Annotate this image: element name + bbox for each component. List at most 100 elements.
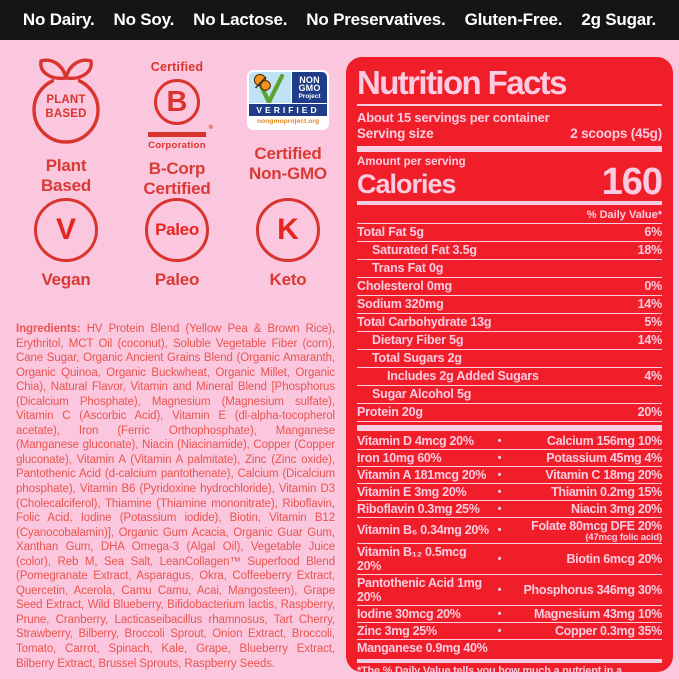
verified-text: VERIFIED — [249, 104, 327, 116]
nutrient-value: 18% — [637, 243, 663, 258]
nutrient-label: Total Fat 5g — [357, 225, 424, 240]
nutrient-label: Total Carbohydrate 13g — [357, 315, 492, 330]
bullet-separator: • — [497, 434, 502, 447]
paleo-icon: Paleo — [145, 198, 209, 262]
serving-size-value: 2 scoops (45g) — [570, 125, 662, 141]
thick-divider — [357, 145, 662, 152]
nutrient-row: Sodium 320mg 14% — [357, 296, 662, 314]
bullet-separator: • — [497, 607, 502, 620]
calories-label: Calories — [357, 168, 457, 199]
amount-per-serving: Amount per serving — [357, 155, 466, 168]
nutrient-value: 20% — [637, 405, 663, 420]
nutrient-label: Dietary Fiber 5g — [372, 333, 464, 348]
nutrient-label: Sodium 320mg — [357, 297, 444, 312]
nutrient-row: Trans Fat 0g — [357, 260, 662, 278]
micronutrient-row: Vitamin E 3mg 20% • Thiamin 0.2mg 15% — [357, 484, 662, 501]
micronutrient-row: Iodine 30mcg 20% • Magnesium 43mg 10% — [357, 606, 662, 623]
nutrient-row: Sugar Alcohol 5g — [357, 386, 662, 404]
bullet-separator: • — [497, 524, 502, 537]
b-corp-icon: Certified B ® Corporation — [148, 60, 213, 151]
micronutrient-row: Iron 10mg 60% • Potassium 45mg 4% — [357, 450, 662, 467]
serving-size-label: Serving size — [357, 125, 434, 141]
calories-value: 160 — [601, 160, 663, 203]
keto-label: Keto — [269, 270, 307, 289]
nutrient-row: Protein 20g 20% — [357, 404, 662, 422]
calories-row: Calories 160 — [357, 160, 663, 203]
non-gmo-url: nongmoproject.org — [249, 117, 327, 127]
micronutrient-row: Vitamin B₆ 0.34mg 20% • Folate 80mcg DFE 2… — [357, 518, 662, 544]
thick-divider — [357, 424, 662, 431]
plant-based-icon-text: PLANT BASED — [45, 94, 87, 120]
paleo-label: Paleo — [154, 270, 200, 289]
claim-no-soy: No Soy. — [113, 10, 175, 29]
claim-no-dairy: No Dairy. — [22, 10, 95, 29]
micronutrient-row: Riboflavin 0.3mg 25% • Niacin 3mg 20% — [357, 501, 662, 518]
badge-paleo: Paleo Paleo — [123, 198, 231, 290]
bullet-separator: • — [497, 468, 502, 481]
nutrient-row: Total Sugars 2g — [357, 350, 662, 368]
folate-subtext: (47mcg folic acid) — [585, 531, 662, 543]
nutrient-label: Protein 20g — [357, 405, 423, 420]
nutrient-row: Cholesterol 0mg 0% — [357, 278, 662, 296]
nutrition-facts-panel: Nutrition Facts About 15 servings per co… — [346, 57, 673, 672]
badge-non-gmo: NON GMO Project VERIFIED nongmoproject.o… — [234, 56, 342, 199]
nutrient-label: Sugar Alcohol 5g — [372, 387, 472, 402]
diet-badges-row: V Vegan Paleo Paleo K Keto — [12, 198, 342, 290]
micronutrient-row: Vitamin D 4mcg 20% • Calcium 156mg 10% — [357, 433, 662, 450]
nutrient-label: Trans Fat 0g — [372, 261, 444, 276]
nutrient-value: 5% — [644, 315, 662, 330]
badge-b-corp: Certified B ® Corporation B-Corp Certifi… — [123, 56, 231, 199]
vegan-icon: V — [34, 198, 98, 262]
divider — [357, 658, 662, 663]
servings-per-container: About 15 servings per container — [357, 109, 550, 125]
nutrient-row: Total Fat 5g 6% — [357, 224, 662, 242]
nutrient-value: 14% — [637, 297, 663, 312]
non-gmo-label: Certified Non-GMO — [249, 144, 327, 184]
bullet-separator: • — [497, 502, 502, 515]
b-corp-label: B-Corp Certified — [143, 158, 211, 198]
micronutrient-row: Vitamin A 181mcg 20% • Vitamin C 18mg 20% — [357, 467, 662, 484]
badge-keto: K Keto — [234, 198, 342, 290]
nutrient-row: Saturated Fat 3.5g 18% — [357, 242, 662, 260]
non-gmo-verified-seal: NON GMO Project VERIFIED nongmoproject.o… — [247, 70, 329, 130]
plant-based-label: Plant Based — [40, 156, 92, 196]
ingredients-text: HV Protein Blend (Yellow Pea & Brown Ric… — [16, 323, 335, 670]
nutrition-facts-title: Nutrition Facts — [357, 64, 567, 101]
claim-no-lactose: No Lactose. — [193, 10, 288, 29]
plant-based-icon: PLANT BASED — [29, 56, 103, 148]
serving-size-row: Serving size 2 scoops (45g) — [357, 126, 662, 141]
micronutrient-row: Manganese 0.9mg 40% — [357, 640, 488, 655]
vegan-label: Vegan — [41, 270, 91, 289]
claim-2g-sugar: 2g Sugar. — [581, 10, 657, 29]
nutrient-label: Total Sugars 2g — [372, 351, 462, 366]
registered-mark: ® — [208, 125, 213, 131]
micronutrient-row: Zinc 3mg 25% • Copper 0.3mg 35% — [357, 623, 662, 640]
claim-gluten-free: Gluten-Free. — [464, 10, 563, 29]
nutrient-row: Total Carbohydrate 13g 5% — [357, 314, 662, 332]
badge-plant-based: PLANT BASED Plant Based — [12, 56, 120, 199]
divider — [357, 200, 662, 205]
certification-badges-row: PLANT BASED Plant Based Certified B ® Co… — [12, 56, 342, 199]
nutrient-label: Includes 2g Added Sugars — [387, 369, 539, 384]
bullet-separator: • — [497, 624, 502, 637]
keto-icon: K — [256, 198, 320, 262]
micronutrient-row: Vitamin B₁₂ 0.5mcg 20% • Biotin 6mcg 20% — [357, 544, 662, 575]
nutrient-value: 4% — [644, 369, 662, 384]
claim-no-preservatives: No Preservatives. — [306, 10, 446, 29]
nutrient-value: 6% — [644, 225, 662, 240]
nutrient-value: 0% — [644, 279, 662, 294]
nutrient-label: Cholesterol 0mg — [357, 279, 452, 294]
bullet-separator: • — [497, 552, 502, 565]
daily-value-footnote: *The % Daily Value tells you how much a … — [357, 664, 622, 672]
butterfly-icon — [249, 72, 291, 105]
divider — [357, 103, 662, 106]
nutrient-label: Saturated Fat 3.5g — [372, 243, 477, 258]
micronutrient-row: Pantothenic Acid 1mg 20% • Phosphorus 346m… — [357, 575, 662, 606]
nutrient-value: 14% — [637, 333, 663, 348]
bullet-separator: • — [497, 451, 502, 464]
bullet-separator: • — [497, 485, 502, 498]
nutrient-row: Includes 2g Added Sugars 4% — [357, 368, 662, 386]
ingredients-label: Ingredients: — [16, 323, 81, 335]
bullet-separator: • — [497, 583, 502, 596]
nutrient-row: Dietary Fiber 5g 14% — [357, 332, 662, 350]
